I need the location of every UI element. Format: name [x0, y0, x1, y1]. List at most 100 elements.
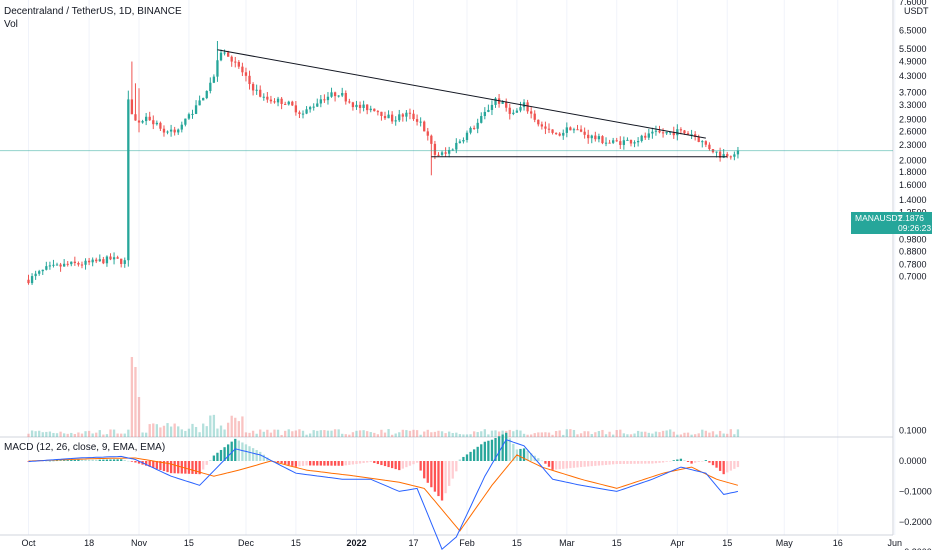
candle-body [177, 129, 180, 133]
volume-bar [576, 434, 579, 437]
macd-histogram-bar [52, 460, 55, 462]
candle-body [654, 130, 658, 132]
candle-body [87, 260, 91, 263]
volume-bar [223, 429, 226, 437]
volume-bar [284, 430, 287, 437]
macd-histogram-bar [301, 461, 305, 466]
macd-histogram-bar [369, 461, 372, 463]
volume-bar [276, 429, 280, 437]
volume-bar [711, 431, 715, 437]
candle-body [344, 93, 347, 102]
candle-body [665, 131, 668, 134]
candle-body [102, 259, 105, 264]
volume-bar [341, 433, 344, 437]
volume-bar [376, 434, 380, 437]
volume-bar [472, 431, 476, 437]
volume-bar [294, 430, 298, 437]
candle-body [77, 263, 80, 265]
candle-body [636, 140, 640, 143]
macd-histogram-bar [305, 461, 308, 466]
volume-bar [508, 429, 511, 437]
macd-histogram-bar [508, 438, 511, 461]
macd-histogram-bar [184, 461, 187, 474]
candle-body [169, 129, 173, 132]
macd-histogram-bar [390, 461, 394, 469]
volume-bar [319, 430, 322, 437]
volume-bar [312, 430, 315, 437]
macd-tick-label: 0.1000 [899, 426, 927, 436]
macd-histogram-bar [633, 461, 636, 464]
price-tick-label: 0.7800 [899, 260, 927, 270]
price-tick-label: 1.6000 [899, 180, 927, 190]
candle-body [80, 264, 84, 266]
volume-bar [533, 433, 536, 437]
candle-body [590, 135, 593, 139]
candle-body [722, 154, 725, 158]
macd-histogram-bar [676, 459, 679, 461]
volume-bar [219, 425, 223, 437]
volume-bar [348, 434, 351, 437]
macd-histogram-bar [120, 459, 123, 461]
candle-body [718, 151, 722, 158]
macd-tick-label: −0.1000 [899, 486, 932, 496]
candle-body [540, 124, 544, 127]
volume-bar [177, 426, 180, 437]
price-tick-label: 1.8000 [899, 167, 927, 177]
volume-bar [530, 434, 533, 437]
macd-histogram-bar [654, 461, 658, 464]
macd-histogram-bar [123, 460, 126, 461]
macd-histogram-bar [344, 461, 347, 466]
volume-bar [654, 431, 658, 437]
macd-histogram-bar [455, 461, 458, 472]
candle-body [633, 142, 636, 144]
volume-bar [84, 431, 87, 437]
last-price-value: 2.1876 [898, 213, 924, 223]
time-tick-label: Apr [670, 538, 684, 548]
macd-histogram-bar [651, 461, 654, 464]
macd-histogram-bar [419, 461, 422, 471]
macd-histogram-bar [362, 461, 365, 464]
candle-body [366, 104, 369, 111]
macd-histogram-bar [77, 459, 80, 461]
macd-histogram-bar [109, 459, 112, 461]
macd-histogram-bar [337, 461, 340, 466]
last-price-countdown: 09:26:23 [898, 223, 932, 233]
time-tick-label: Jun [888, 538, 903, 548]
volume-bar [248, 432, 251, 437]
time-tick-label: 15 [612, 538, 622, 548]
candle-body [455, 142, 458, 150]
volume-bar [123, 433, 126, 437]
candle-body [733, 154, 736, 157]
macd-histogram-bar [230, 441, 233, 461]
time-tick-label: May [776, 538, 794, 548]
candle-body [287, 101, 290, 105]
macd-histogram-bar [451, 461, 454, 479]
macd-histogram-bar [387, 461, 390, 468]
price-tick-label: 6.5000 [899, 25, 927, 35]
macd-histogram-bar [433, 461, 437, 492]
macd-histogram-bar [223, 447, 226, 461]
macd-histogram-bar [237, 440, 240, 461]
volume-bar [198, 432, 201, 437]
volume-bar [187, 428, 191, 437]
macd-histogram-bar [458, 459, 462, 461]
last-price-symbol: MANAUSDT [855, 213, 903, 223]
candle-body [554, 132, 558, 134]
volume-bar [134, 367, 137, 437]
macd-histogram-bar [219, 449, 223, 461]
candle-body [526, 102, 529, 112]
candle-body [308, 107, 312, 110]
volume-bar [241, 416, 244, 437]
macd-histogram-bar [358, 461, 362, 464]
volume-bar [551, 434, 554, 437]
candle-body [319, 99, 322, 104]
candle-body [269, 99, 273, 102]
macd-histogram-bar [423, 461, 426, 479]
candle-body [358, 104, 362, 108]
volume-bar [38, 430, 41, 437]
candle-body [405, 112, 408, 117]
candle-body [679, 129, 683, 131]
candle-body [476, 122, 479, 129]
